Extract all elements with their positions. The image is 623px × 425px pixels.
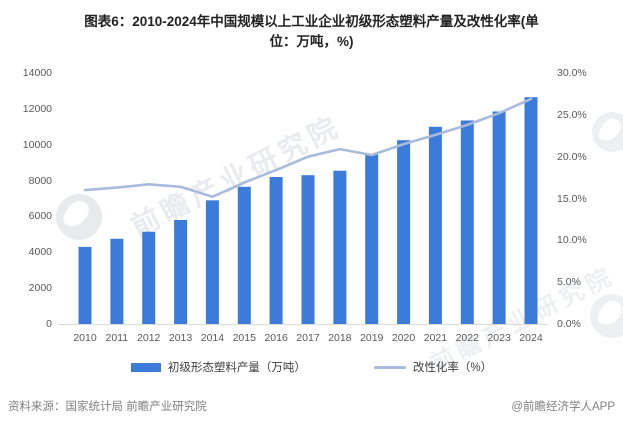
y-left-tick-8000: 8000 bbox=[28, 174, 52, 187]
x-tick-2021: 2021 bbox=[423, 332, 448, 344]
y-right-tick-10.0%: 10.0% bbox=[557, 234, 587, 247]
x-tick-2017: 2017 bbox=[296, 332, 320, 344]
y-right-tick-30.0%: 30.0% bbox=[557, 67, 587, 79]
y-left-tick-12000: 12000 bbox=[22, 102, 52, 115]
y-right-tick-20.0%: 20.0% bbox=[557, 150, 587, 163]
bar-2013 bbox=[174, 220, 188, 324]
chart-title-line1: 图表6：2010-2024年中国规模以上工业企业初级形态塑料产量及改性化率(单 bbox=[84, 14, 539, 29]
bar-2014 bbox=[205, 200, 219, 324]
modification-rate-line bbox=[83, 97, 533, 199]
bar-2017 bbox=[301, 175, 315, 324]
x-tick-2024: 2024 bbox=[519, 332, 543, 344]
legend-item-bar: 初级形态塑料产量（万吨） bbox=[130, 359, 306, 375]
brand-text: @前瞻经济学人APP bbox=[511, 401, 615, 413]
y-right-tick-5.0%: 5.0% bbox=[557, 276, 581, 289]
bar-2019 bbox=[365, 154, 379, 324]
bar-2022 bbox=[460, 120, 474, 324]
x-tick-2016: 2016 bbox=[264, 332, 288, 344]
x-tick-2022: 2022 bbox=[455, 332, 479, 344]
y-left-tick-4000: 4000 bbox=[28, 246, 52, 259]
bar-2016 bbox=[269, 177, 283, 324]
y-left-tick-0: 0 bbox=[46, 318, 52, 330]
x-tick-2019: 2019 bbox=[360, 332, 384, 344]
bar-2018 bbox=[333, 170, 347, 324]
y-right-tick-25.0%: 25.0% bbox=[557, 108, 587, 121]
y-left-tick-10000: 10000 bbox=[22, 138, 52, 151]
x-tick-2013: 2013 bbox=[168, 332, 193, 344]
line-series-swatch bbox=[373, 365, 406, 369]
bar-2012 bbox=[142, 231, 156, 324]
x-tick-2020: 2020 bbox=[391, 332, 416, 344]
bar-series-label: 初级形态塑料产量（万吨） bbox=[167, 362, 306, 374]
bar-2010 bbox=[78, 246, 92, 324]
bar-2020 bbox=[397, 140, 411, 324]
y-left-tick-6000: 6000 bbox=[28, 210, 52, 223]
bar-series-swatch bbox=[130, 362, 161, 372]
bar-2015 bbox=[237, 186, 251, 324]
y-right-tick-15.0%: 15.0% bbox=[557, 192, 587, 205]
x-tick-2012: 2012 bbox=[137, 332, 161, 344]
chart-title-line2: 位：万吨，%) bbox=[269, 33, 354, 49]
bar-2023 bbox=[492, 111, 506, 324]
bar-2021 bbox=[428, 126, 442, 324]
x-tick-2023: 2023 bbox=[487, 332, 511, 344]
data-source-text: 资料来源：国家统计局 前瞻产业研究院 bbox=[8, 401, 207, 413]
chart-legend: 初级形态塑料产量（万吨） 改性化率（%） bbox=[0, 359, 623, 375]
legend-item-line: 改性化率（%） bbox=[373, 359, 493, 375]
footer: 资料来源：国家统计局 前瞻产业研究院 @前瞻经济学人APP bbox=[0, 398, 623, 414]
x-tick-2018: 2018 bbox=[328, 332, 352, 344]
chart-title: 图表6：2010-2024年中国规模以上工业企业初级形态塑料产量及改性化率(单 … bbox=[0, 12, 623, 51]
bar-2024 bbox=[524, 97, 538, 324]
y-right-tick-0.0%: 0.0% bbox=[557, 318, 581, 330]
x-tick-2011: 2011 bbox=[105, 332, 129, 344]
x-tick-2010: 2010 bbox=[73, 332, 97, 344]
y-left-tick-14000: 14000 bbox=[22, 67, 52, 79]
x-tick-2014: 2014 bbox=[200, 332, 225, 344]
bar-2011 bbox=[110, 238, 124, 324]
y-left-tick-2000: 2000 bbox=[28, 282, 52, 295]
line-series-label: 改性化率（%） bbox=[412, 362, 493, 374]
x-tick-2015: 2015 bbox=[232, 332, 256, 344]
